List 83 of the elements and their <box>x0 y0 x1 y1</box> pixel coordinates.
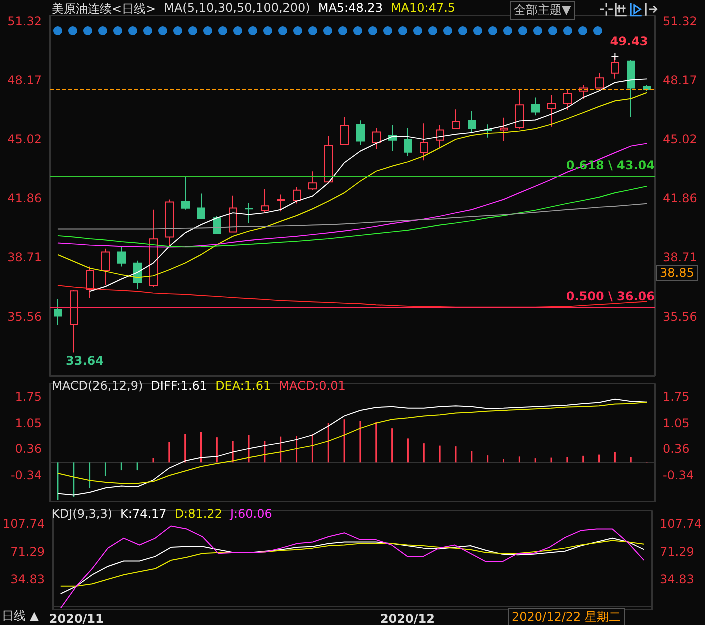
y-tick-label: 41.86 <box>8 192 42 206</box>
candlestick <box>627 60 635 118</box>
y2-tick-label: 45.02 <box>663 132 698 146</box>
text: D:81.22 <box>174 507 222 521</box>
text: DIFF:1.61 <box>151 379 208 393</box>
line-series <box>57 203 648 230</box>
candlestick <box>308 171 317 191</box>
text: MACD:0.01 <box>279 379 346 393</box>
y-tick-label: 71.29 <box>10 544 45 559</box>
y-tick-label: 51.32 <box>8 14 42 28</box>
chart-title: MACD(26,12,9) <box>52 379 144 393</box>
chart-title: KDJ(9,3,3) <box>52 507 113 521</box>
candlestick <box>54 298 62 326</box>
annotation: 全部主题▼ <box>510 1 576 20</box>
y-tick-label: 1.75 <box>15 390 42 404</box>
line-series <box>57 186 648 248</box>
y2-tick-label: -0.34 <box>663 468 694 482</box>
candlestick <box>197 193 205 219</box>
y2-tick-label: 34.83 <box>660 572 694 587</box>
chart-title: 美原油连续<日线> <box>52 1 156 18</box>
y2-tick-label: 1.75 <box>663 390 690 404</box>
line-series <box>60 538 645 595</box>
candlestick <box>261 188 269 214</box>
y2-tick-label: 48.17 <box>663 73 698 88</box>
candlestick <box>436 125 444 148</box>
candlestick <box>420 123 428 162</box>
line-series <box>60 526 645 609</box>
candlestick <box>531 97 540 116</box>
candlestick <box>293 186 301 204</box>
text: DEA:1.61 <box>216 379 272 393</box>
candlestick <box>101 248 110 286</box>
candlestick <box>595 72 604 89</box>
y-tick-label: 38.71 <box>8 250 42 265</box>
candlestick <box>340 116 349 146</box>
y-tick-label: -0.34 <box>10 468 42 482</box>
y2-tick-label: 107.74 <box>660 517 702 532</box>
y2-tick-label: 71.29 <box>660 544 694 559</box>
candlestick <box>86 266 94 299</box>
candlestick <box>324 136 333 183</box>
candlestick <box>277 194 285 212</box>
x-tick-label: 2020/12 <box>380 612 435 625</box>
y-tick-label: 107.74 <box>2 517 45 532</box>
y-tick-label: 45.02 <box>8 132 42 146</box>
y2-tick-label: 1.05 <box>663 416 690 430</box>
candlestick <box>547 94 556 128</box>
candlestick <box>404 127 412 157</box>
candlestick <box>452 109 460 130</box>
text: K:74.17 <box>120 507 167 521</box>
candlestick <box>563 89 572 111</box>
candlestick <box>117 246 126 268</box>
annotation: 2020/12/22 星期二 <box>508 608 625 625</box>
annotation: 49.43 <box>610 34 648 49</box>
text: MA5:48.23 <box>318 1 383 17</box>
candlestick <box>181 176 190 210</box>
candlestick <box>245 202 253 224</box>
y-tick-label: 34.83 <box>10 572 45 587</box>
x-tick-label: 2020/11 <box>49 612 104 625</box>
candlestick <box>165 199 174 246</box>
candlestick <box>515 89 524 130</box>
y-tick-label: 1.05 <box>15 416 42 430</box>
candlestick <box>500 117 508 142</box>
y2-tick-label: 35.56 <box>663 310 698 324</box>
y2-tick-label: 41.86 <box>663 192 698 206</box>
text: 日线 ▲ <box>2 608 40 625</box>
chart-subtitle: MA(5,10,30,50,100,200) <box>164 1 310 17</box>
y-tick-label: 0.36 <box>15 442 42 456</box>
candlestick <box>149 209 158 288</box>
line-series <box>60 540 645 587</box>
candlestick <box>356 120 365 146</box>
candlestick <box>468 110 476 134</box>
y2-tick-label: 38.71 <box>663 250 698 265</box>
text: J:60.06 <box>230 507 272 521</box>
candlestick <box>372 127 381 150</box>
y2-tick-label: 51.32 <box>663 14 698 28</box>
y-tick-label: 35.56 <box>8 310 42 324</box>
ref-line-label: 0.500 \ 36.06 <box>566 289 655 304</box>
y-tick-label: 48.17 <box>8 73 42 88</box>
candlestick <box>229 195 237 233</box>
text: MA10:47.5 <box>390 1 456 17</box>
text: 38.85 <box>656 265 698 281</box>
y2-tick-label: 0.36 <box>663 442 690 456</box>
candlestick <box>70 289 78 354</box>
annotation: 33.64 <box>66 354 104 368</box>
